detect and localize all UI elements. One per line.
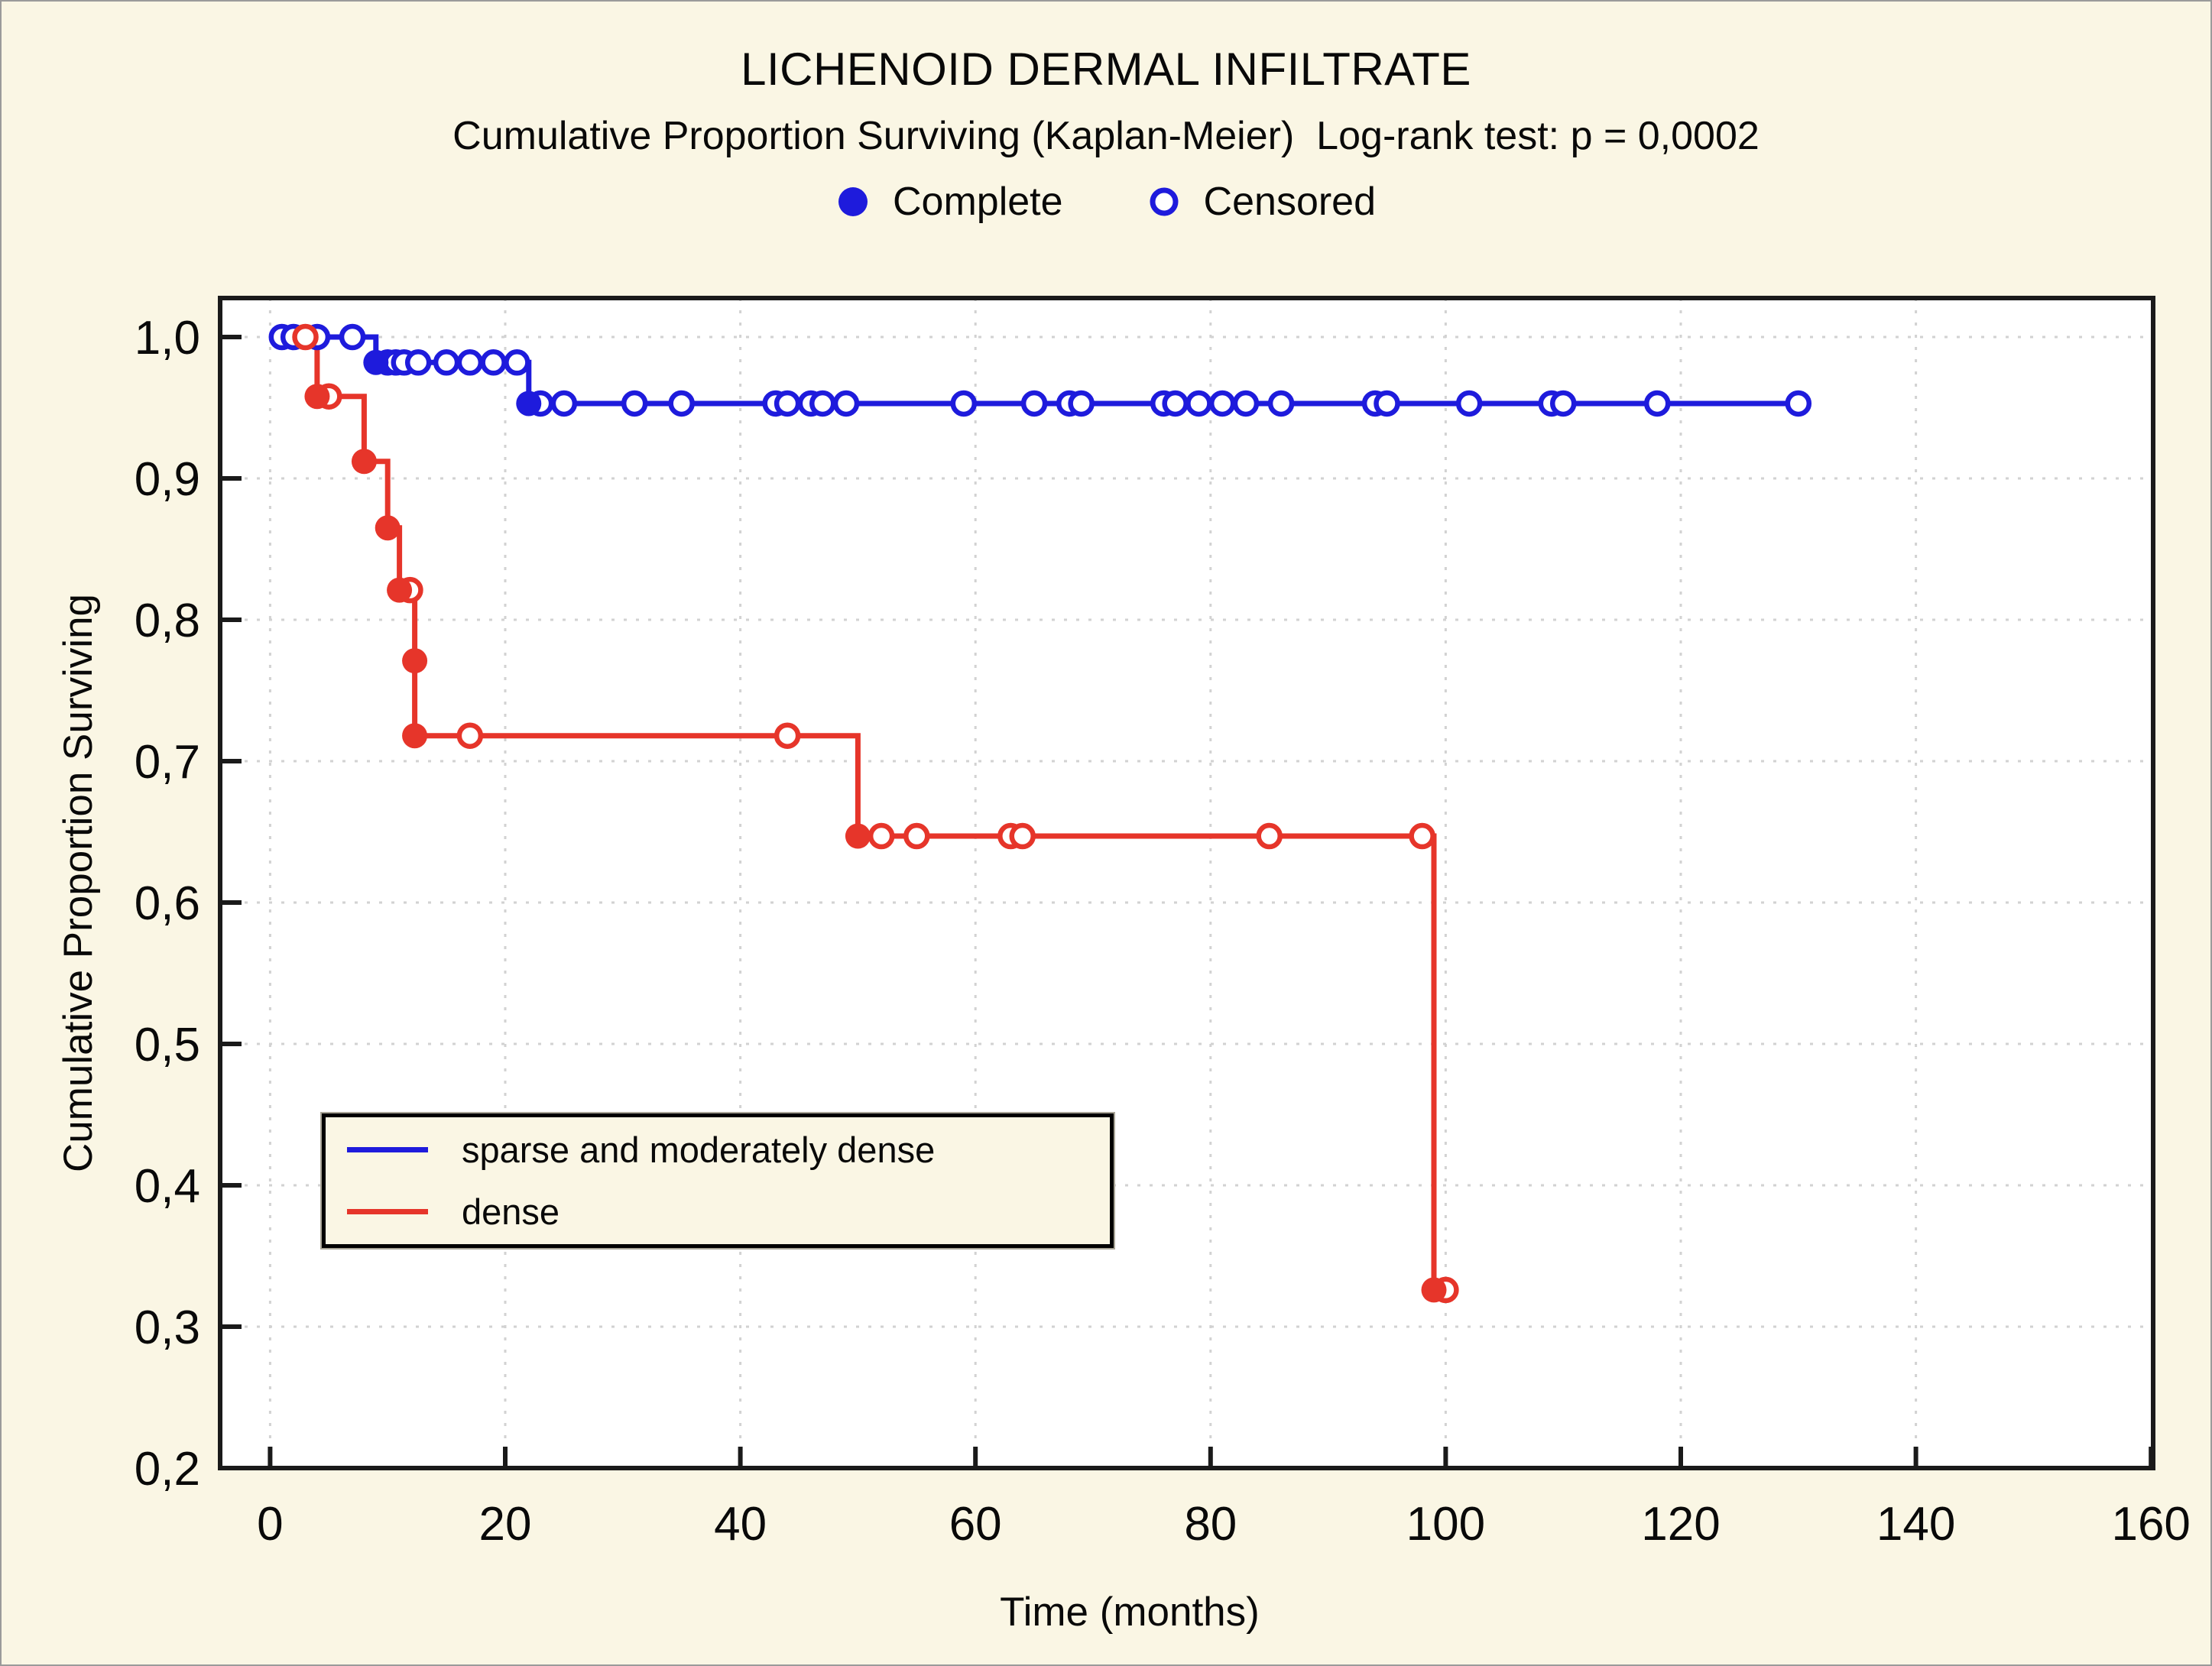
blue-censored-marker — [774, 390, 801, 417]
red-censored-marker — [868, 822, 895, 850]
x-tick-label: 0 — [257, 1498, 283, 1551]
x-tick-label: 80 — [1184, 1498, 1237, 1551]
blue-censored-marker — [621, 390, 648, 417]
marker-legend: Complete Censored — [2, 179, 2210, 225]
blue-series-line-swatch — [347, 1147, 428, 1152]
x-tick-label: 40 — [714, 1498, 767, 1551]
blue-censored-marker — [1068, 390, 1095, 417]
blue-censored-marker — [668, 390, 695, 417]
y-tick-label: 0,9 — [135, 453, 200, 506]
red-complete-marker — [402, 723, 428, 749]
blue-censored-marker — [1785, 390, 1812, 417]
blue-complete-marker — [363, 349, 389, 375]
censored-marker-icon — [1150, 187, 1179, 216]
x-tick-label: 60 — [949, 1498, 1002, 1551]
red-complete-marker — [304, 384, 330, 410]
y-tick-label: 0,3 — [135, 1301, 200, 1354]
legend-item-censored: Censored — [1147, 179, 1376, 225]
blue-censored-marker — [433, 349, 460, 376]
y-tick-label: 1,0 — [135, 312, 200, 365]
blue-censored-marker — [1162, 390, 1189, 417]
blue-censored-marker — [480, 349, 507, 376]
blue-censored-marker — [1267, 390, 1295, 417]
blue-censored-marker — [550, 390, 578, 417]
red-censored-marker — [292, 323, 319, 351]
complete-marker-icon — [838, 187, 868, 216]
blue-censored-marker — [809, 390, 836, 417]
red-censored-marker — [1009, 822, 1036, 850]
red-complete-marker — [1421, 1277, 1447, 1303]
red-complete-marker — [387, 577, 413, 603]
blue-censored-marker — [456, 349, 484, 376]
blue-censored-marker — [1455, 390, 1483, 417]
legend-item-complete: Complete — [836, 179, 1063, 225]
y-tick-label: 0,7 — [135, 736, 200, 789]
x-tick-label: 20 — [479, 1498, 532, 1551]
plot-border — [218, 296, 2155, 1470]
blue-censored-marker — [1549, 390, 1577, 417]
x-tick-label: 120 — [1641, 1498, 1720, 1551]
blue-censored-marker — [404, 349, 432, 376]
y-tick-label: 0,2 — [135, 1443, 200, 1496]
red-censored-marker — [1409, 822, 1435, 850]
red-series-label: dense — [462, 1191, 560, 1232]
red-complete-marker — [845, 823, 871, 849]
x-tick-label: 140 — [1876, 1498, 1955, 1551]
y-tick-label: 0,8 — [135, 595, 200, 647]
blue-censored-marker — [339, 323, 366, 351]
red-complete-marker — [402, 648, 428, 674]
x-tick-label: 100 — [1406, 1498, 1485, 1551]
blue-censored-marker — [1020, 390, 1048, 417]
y-tick-label: 0,5 — [135, 1019, 200, 1071]
chart-subtitle: Cumulative Proportion Surviving (Kaplan-… — [452, 114, 1760, 158]
series-legend-row: sparse and moderately dense — [347, 1129, 1110, 1171]
blue-censored-marker — [832, 390, 860, 417]
red-censored-marker — [774, 722, 801, 749]
red-complete-marker — [375, 515, 401, 541]
blue-censored-marker — [1374, 390, 1400, 417]
red-complete-marker — [351, 449, 377, 475]
y-axis-title: Cumulative Proportion Surviving — [56, 594, 101, 1172]
series-legend-box: sparse and moderately dense dense — [320, 1112, 1115, 1250]
red-censored-marker — [903, 822, 930, 850]
legend-censored-label: Censored — [1203, 180, 1377, 224]
blue-censored-marker — [1232, 390, 1260, 417]
x-tick-label: 160 — [2111, 1498, 2190, 1551]
blue-censored-marker — [504, 349, 530, 376]
y-tick-label: 0,6 — [135, 877, 200, 930]
series-legend-row: dense — [347, 1191, 1110, 1233]
x-axis-title: Time (months) — [1000, 1590, 1260, 1635]
blue-censored-marker — [1185, 390, 1212, 417]
blue-censored-marker — [950, 390, 978, 417]
red-censored-marker — [456, 722, 484, 749]
chart-title: LICHENOID DERMAL INFILTRATE — [741, 44, 1471, 95]
blue-series-label: sparse and moderately dense — [462, 1130, 936, 1170]
red-censored-marker — [1256, 822, 1283, 850]
blue-complete-marker — [516, 391, 542, 416]
legend-complete-label: Complete — [892, 180, 1063, 224]
y-tick-label: 0,4 — [135, 1160, 200, 1213]
plot-area — [220, 298, 2153, 1468]
blue-censored-marker — [1643, 390, 1671, 417]
red-series-line-swatch — [347, 1209, 428, 1214]
blue-censored-marker — [1208, 390, 1236, 417]
